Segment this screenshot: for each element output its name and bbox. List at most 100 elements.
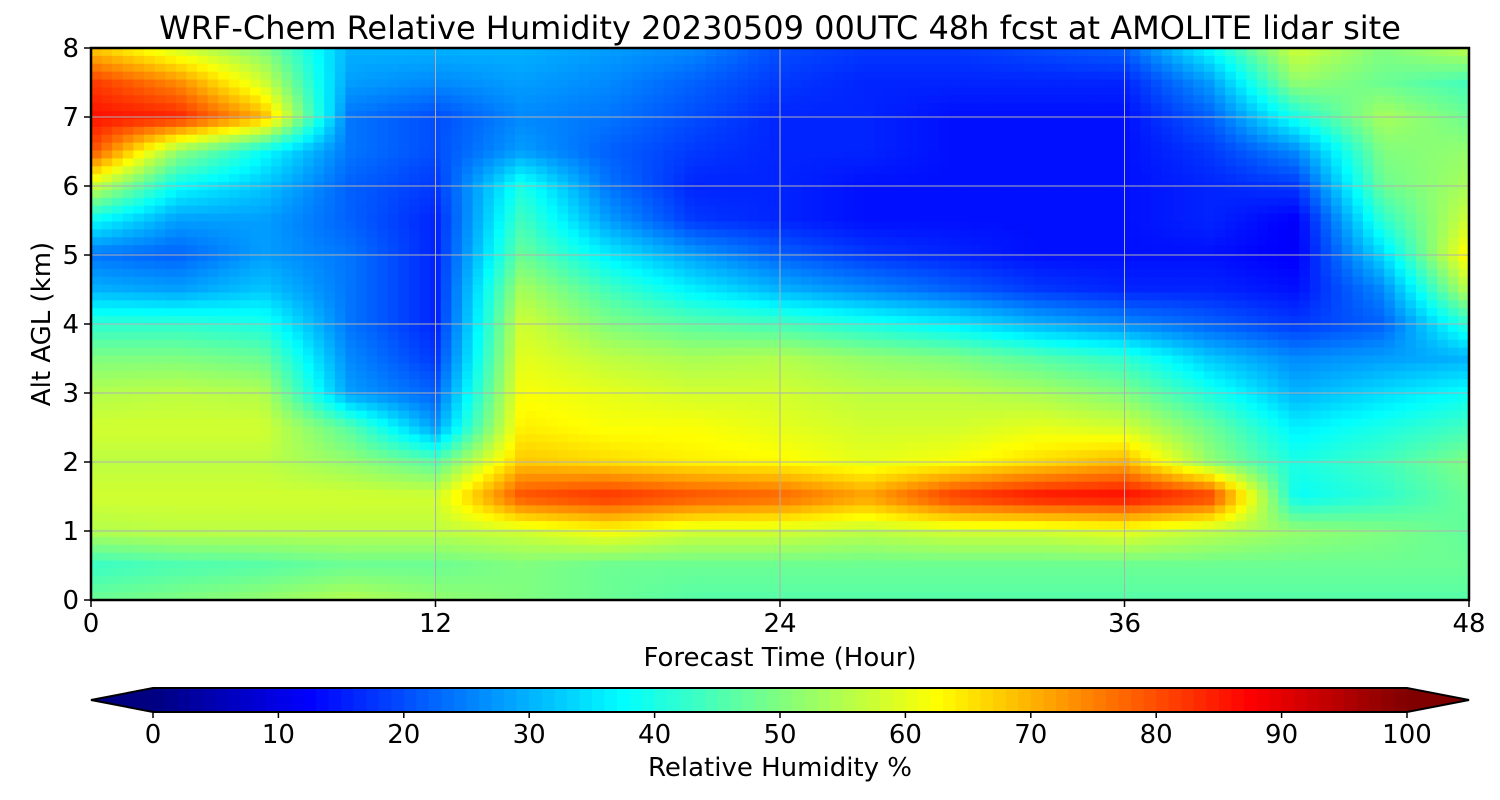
heatmap-cell	[631, 284, 643, 294]
heatmap-cell	[271, 205, 283, 215]
heatmap-cell	[186, 205, 198, 215]
heatmap-cell	[536, 300, 548, 309]
heatmap-cell	[101, 284, 113, 294]
heatmap-cell	[886, 276, 898, 286]
heatmap-cell	[356, 284, 368, 294]
heatmap-cell	[928, 308, 940, 317]
heatmap-cell	[1416, 316, 1428, 325]
heatmap-cell	[652, 71, 664, 81]
heatmap-cell	[175, 229, 187, 238]
heatmap-cell	[928, 150, 940, 159]
heatmap-cell	[1108, 118, 1120, 128]
heatmap-cell	[175, 79, 187, 89]
heatmap-cell	[154, 150, 166, 159]
heatmap-cell	[1034, 268, 1046, 278]
heatmap-cell	[122, 284, 134, 294]
heatmap-cell	[992, 213, 1004, 223]
heatmap-cell	[504, 292, 516, 301]
heatmap-cell	[917, 158, 929, 167]
heatmap-cell	[737, 253, 749, 262]
heatmap-cell	[1161, 118, 1173, 128]
heatmap-cell	[758, 189, 770, 199]
heatmap-cell	[165, 316, 177, 325]
heatmap-cell	[1426, 142, 1438, 152]
heatmap-cell	[907, 166, 919, 175]
heatmap-cell	[1246, 308, 1258, 317]
heatmap-cell	[451, 339, 463, 349]
heatmap-cell	[1076, 221, 1088, 230]
heatmap-cell	[1246, 111, 1258, 120]
heatmap-cell	[366, 300, 378, 309]
heatmap-cell	[1034, 95, 1046, 104]
heatmap-cell	[1225, 158, 1237, 167]
heatmap-cell	[1384, 221, 1396, 230]
heatmap-cell	[122, 118, 134, 128]
heatmap-cell	[1246, 339, 1258, 349]
heatmap-cell	[1394, 55, 1406, 65]
heatmap-cell	[599, 268, 611, 278]
heatmap-cell	[589, 55, 601, 65]
heatmap-cell	[1013, 55, 1025, 65]
heatmap-cell	[748, 134, 760, 144]
heatmap-cell	[1363, 48, 1375, 57]
heatmap-cell	[949, 134, 961, 144]
heatmap-cell	[557, 221, 569, 230]
heatmap-cell	[748, 245, 760, 254]
heatmap-cell	[419, 55, 431, 65]
heatmap-cell	[356, 63, 368, 73]
heatmap-cell	[218, 79, 230, 89]
heatmap-cell	[1426, 134, 1438, 144]
heatmap-cell	[769, 71, 781, 81]
heatmap-cell	[1257, 134, 1269, 144]
heatmap-cell	[695, 63, 707, 73]
heatmap-cell	[949, 316, 961, 325]
heatmap-cell	[1320, 166, 1332, 175]
heatmap-cell	[292, 118, 304, 128]
heatmap-cell	[1182, 95, 1194, 104]
heatmap-cell	[1331, 237, 1343, 246]
heatmap-cell	[133, 205, 145, 215]
heatmap-cell	[1384, 103, 1396, 112]
heatmap-cell	[875, 292, 887, 301]
heatmap-cell	[1437, 331, 1449, 341]
heatmap-cell	[1172, 308, 1184, 317]
heatmap-cell	[451, 213, 463, 223]
heatmap-cell	[1045, 111, 1057, 120]
heatmap-cell	[525, 292, 537, 301]
heatmap-cell	[1161, 268, 1173, 278]
heatmap-cell	[1034, 126, 1046, 136]
heatmap-cell	[1034, 71, 1046, 81]
heatmap-cell	[1172, 316, 1184, 325]
heatmap-cell	[472, 158, 484, 167]
heatmap-cell	[1267, 48, 1279, 57]
heatmap-cell	[260, 324, 272, 333]
heatmap-cell	[1373, 324, 1385, 333]
heatmap-cell	[896, 134, 908, 144]
heatmap-cell	[409, 316, 421, 325]
heatmap-cell	[271, 134, 283, 144]
heatmap-cell	[197, 189, 209, 199]
heatmap-cell	[1076, 150, 1088, 159]
heatmap-cell	[886, 316, 898, 325]
heatmap-cell	[875, 87, 887, 96]
heatmap-cell	[1384, 331, 1396, 341]
heatmap-cell	[1066, 118, 1078, 128]
heatmap-cell	[780, 197, 792, 207]
heatmap-cell	[1034, 284, 1046, 294]
heatmap-cell	[303, 118, 315, 128]
heatmap-cell	[1257, 79, 1269, 89]
heatmap-cell	[1246, 126, 1258, 136]
heatmap-cell	[610, 197, 622, 207]
heatmap-cell	[197, 205, 209, 215]
heatmap-cell	[1384, 276, 1396, 286]
heatmap-cell	[1310, 134, 1322, 144]
heatmap-cell	[992, 260, 1004, 270]
heatmap-cell	[843, 48, 855, 57]
heatmap-cell	[1045, 134, 1057, 144]
heatmap-cell	[737, 300, 749, 309]
heatmap-cell	[525, 253, 537, 262]
heatmap-cell	[345, 158, 357, 167]
heatmap-cell	[557, 253, 569, 262]
heatmap-cell	[642, 324, 654, 333]
heatmap-cell	[663, 63, 675, 73]
